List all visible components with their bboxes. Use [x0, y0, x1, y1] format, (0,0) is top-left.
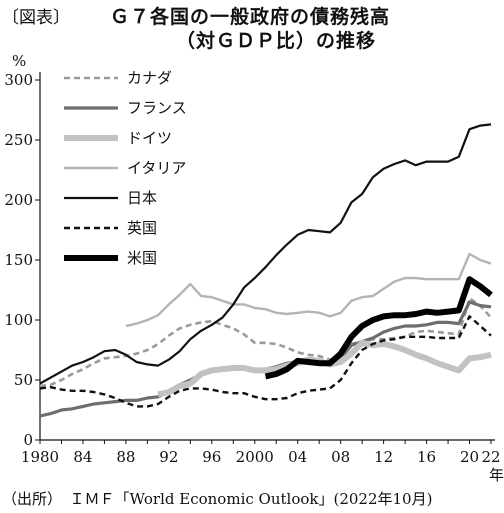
y-tick-label: 250	[4, 131, 33, 149]
series-line-1	[39, 297, 492, 388]
source-note: （出所） ＩＭＦ「World Economic Outlook」(2022年10…	[2, 490, 433, 508]
series-line-3	[157, 339, 492, 398]
x-tick-label: 88	[116, 448, 135, 466]
y-tick-label: 50	[14, 371, 33, 389]
chart-title-line1: Ｇ７各国の一般政府の債務残高	[110, 6, 391, 28]
x-tick-label: 22	[481, 448, 500, 466]
chart-title-line2: （対ＧＤＰ比）の推移	[176, 30, 377, 52]
chart-axes	[39, 72, 495, 441]
x-axis-unit: 年	[489, 466, 504, 484]
legend-label-6: 英国	[127, 219, 157, 237]
x-axis-ticks: 1980 84 88 92 96 2000 04 08 12 16 20 22	[21, 440, 501, 466]
series-line-6	[39, 315, 492, 408]
figure-label: 〔図表〕	[2, 8, 70, 28]
x-tick-label: 96	[202, 448, 221, 466]
x-tick-label: 04	[288, 448, 307, 466]
y-axis-unit: %	[12, 52, 27, 70]
x-tick-label: 2000	[236, 448, 274, 466]
x-tick-label: 08	[331, 448, 350, 466]
legend-label-4: イタリア	[127, 159, 186, 177]
legend-label-1: カナダ	[127, 69, 172, 87]
y-axis-ticks: 0 50 100 150 200 250 300	[4, 71, 40, 449]
x-tick-label: 1980	[21, 448, 59, 466]
x-tick-label: 12	[374, 448, 393, 466]
series-line-7	[264, 276, 493, 380]
series-lines	[39, 123, 493, 418]
x-tick-label: 16	[417, 448, 436, 466]
y-tick-label: 100	[4, 311, 33, 329]
y-tick-label: 200	[4, 191, 33, 209]
y-tick-label: 150	[4, 251, 33, 269]
legend-label-5: 日本	[127, 189, 157, 207]
y-tick-label: 0	[23, 431, 33, 449]
x-tick-label: 84	[73, 448, 92, 466]
legend-label-2: フランス	[127, 99, 187, 117]
legend-label-3: ドイツ	[127, 129, 172, 147]
series-line-5	[39, 123, 492, 385]
x-tick-label: 20	[460, 448, 479, 466]
x-tick-label: 92	[159, 448, 178, 466]
series-line-4	[125, 252, 492, 328]
y-tick-label: 300	[4, 71, 33, 89]
legend-label-7: 米国	[127, 249, 157, 267]
